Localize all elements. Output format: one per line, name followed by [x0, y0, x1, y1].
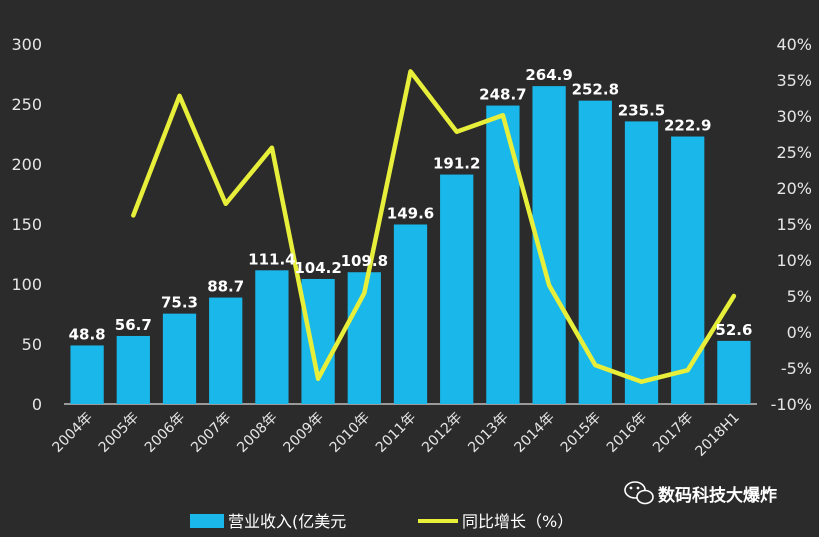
- watermark: 数码科技大爆炸: [624, 481, 777, 506]
- bar-series: [70, 86, 751, 405]
- left-axis-tick-label: 150: [11, 215, 42, 234]
- wechat-icon: [624, 481, 654, 505]
- x-axis-tick-label: 2011年: [373, 410, 419, 456]
- x-axis-ticks: 2004年 2005年 2006年 2007年 2008年 2009年 2010年 2011年…: [50, 410, 743, 460]
- x-axis-tick-label: 2016年: [604, 410, 650, 456]
- right-axis-tick-label: -10%: [771, 395, 812, 414]
- bar: [70, 345, 104, 404]
- right-axis-tick-label: 0%: [787, 323, 812, 342]
- right-axis-ticks: -10% -5% 0% 5% 10% 15% 20% 25% 30% 35% 40%: [771, 35, 812, 414]
- x-axis-tick-label: 2012年: [419, 410, 465, 456]
- watermark-text: 数码科技大爆炸: [658, 485, 777, 506]
- right-axis-tick-label: 25%: [776, 143, 812, 162]
- bar: [393, 224, 428, 404]
- bar-value-label: 104.2: [294, 259, 341, 277]
- right-axis-tick-label: 40%: [776, 35, 812, 54]
- legend-label-line: 同比增长（%）: [462, 512, 573, 531]
- bar-value-label: 75.3: [161, 294, 198, 312]
- bar-value-label: 52.6: [715, 321, 752, 339]
- bar: [624, 121, 659, 405]
- bar: [255, 270, 289, 404]
- bar: [440, 174, 474, 404]
- bar: [162, 313, 197, 404]
- bar-value-label: 56.7: [115, 316, 152, 334]
- x-axis-tick-label: 2006年: [142, 410, 188, 456]
- bar-value-label: 222.9: [664, 117, 711, 135]
- bar-value-label: 149.6: [387, 204, 434, 222]
- right-axis-tick-label: 10%: [776, 251, 812, 270]
- left-axis-tick-label: 200: [11, 155, 42, 174]
- left-axis-ticks: 0 50 100 150 200 250 300: [11, 35, 42, 414]
- right-axis-tick-label: 35%: [776, 71, 812, 90]
- x-axis-tick-label: 2005年: [96, 410, 142, 456]
- right-axis-tick-label: 15%: [776, 215, 812, 234]
- bar: [209, 297, 243, 404]
- right-axis-tick-label: 30%: [776, 107, 812, 126]
- bar-value-label: 48.8: [69, 325, 106, 343]
- left-axis-tick-label: 250: [11, 95, 42, 114]
- x-axis-tick-label: 2015年: [558, 410, 604, 456]
- bar-value-label: 264.9: [525, 66, 572, 84]
- x-axis-tick-label: 2018H1: [692, 410, 742, 460]
- left-axis-tick-label: 0: [32, 395, 42, 414]
- bar-value-label: 111.4: [248, 250, 295, 268]
- x-axis-tick-label: 2010年: [327, 410, 373, 456]
- x-axis-tick-label: 2009年: [281, 410, 327, 456]
- growth-line: [131, 69, 737, 384]
- bar-value-label: 252.8: [572, 81, 619, 99]
- legend-swatch-bars: [190, 514, 224, 528]
- x-axis-tick-label: 2008年: [234, 410, 280, 456]
- bar: [116, 335, 150, 404]
- line-series-group: [131, 69, 737, 384]
- bar: [717, 340, 751, 404]
- bar: [671, 136, 705, 404]
- right-axis-tick-label: -5%: [781, 359, 812, 378]
- bar: [301, 278, 335, 404]
- bar: [578, 100, 612, 404]
- bar-value-label: 109.8: [341, 252, 388, 270]
- bar-value-label: 191.2: [433, 155, 480, 173]
- left-axis-tick-label: 50: [22, 335, 42, 354]
- bar-value-label: 235.5: [618, 101, 665, 119]
- legend: 营业收入(亿美元 同比增长（%）: [190, 512, 573, 531]
- x-axis-tick-label: 2004年: [50, 410, 96, 456]
- legend-label-bars: 营业收入(亿美元: [228, 512, 346, 531]
- x-axis-tick-label: 2013年: [465, 410, 511, 456]
- x-axis-tick-label: 2017年: [650, 410, 696, 456]
- x-axis-tick-label: 2007年: [188, 410, 234, 456]
- right-axis-tick-label: 20%: [776, 179, 812, 198]
- left-axis-tick-label: 100: [11, 275, 42, 294]
- bar-value-label: 88.7: [207, 278, 244, 296]
- bar-value-label: 248.7: [479, 86, 526, 104]
- left-axis-tick-label: 300: [11, 35, 42, 54]
- right-axis-tick-label: 5%: [787, 287, 812, 306]
- x-axis-tick-label: 2014年: [512, 410, 558, 456]
